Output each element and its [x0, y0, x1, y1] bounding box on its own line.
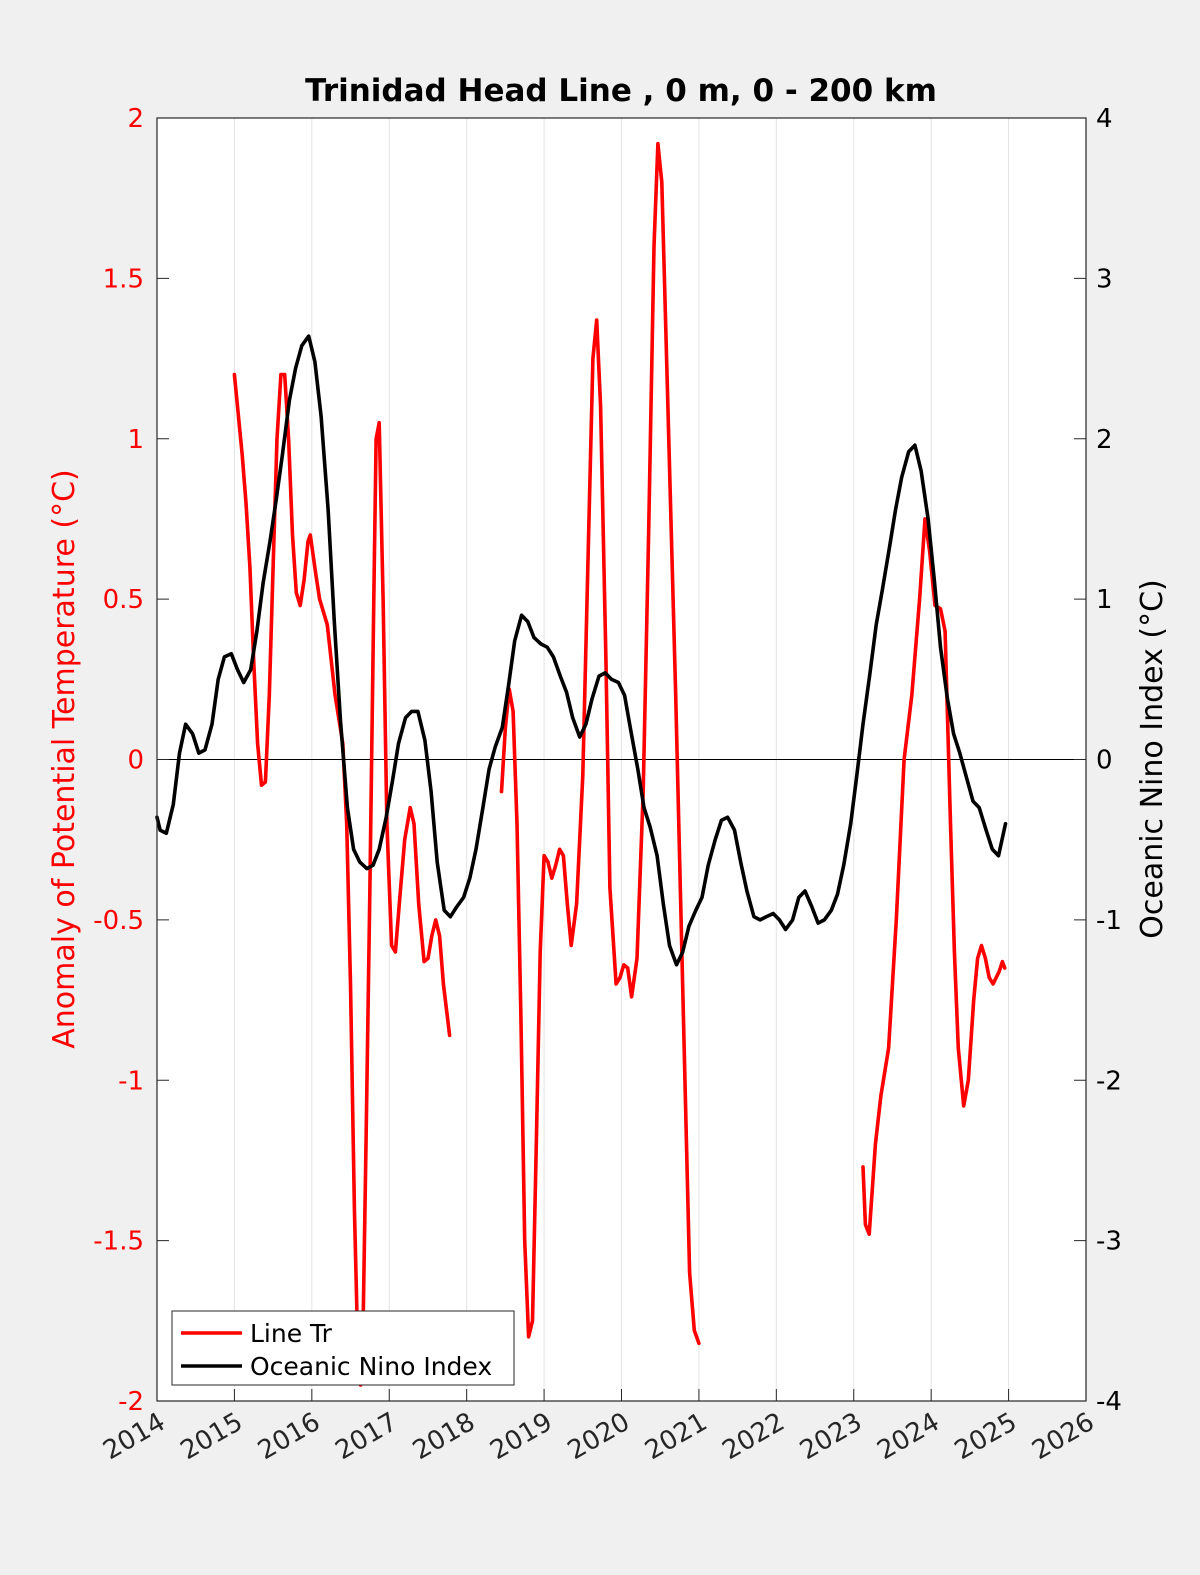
- left-tick-label: -0.5: [93, 906, 144, 936]
- left-tick-label: -1: [118, 1066, 144, 1096]
- series-layer: [155, 141, 1008, 1387]
- series-oceanic-nino-index: [155, 334, 1008, 967]
- right-tick-label: -1: [1096, 906, 1122, 936]
- left-tick-label: 1: [127, 425, 144, 455]
- left-tick-label: 0.5: [103, 585, 144, 615]
- right-tick-label: 3: [1096, 264, 1113, 294]
- left-axis-ticks: 2 1.5 1 0.5 0 -0.5 -1 -1.5 -2: [93, 104, 169, 1417]
- legend-label-line-tr: Line Tr: [250, 1319, 333, 1348]
- legend: Line Tr Oceanic Nino Index: [171, 1310, 515, 1386]
- legend-label-oni: Oceanic Nino Index: [250, 1352, 492, 1381]
- left-tick-label: 0: [127, 746, 144, 776]
- left-tick-label: -1.5: [93, 1227, 144, 1257]
- legend-box: [171, 1310, 515, 1386]
- right-tick-label: -3: [1096, 1227, 1122, 1257]
- chart-title: Trinidad Head Line , 0 m, 0 - 200 km: [305, 73, 937, 109]
- right-tick-label: 0: [1096, 746, 1113, 776]
- right-tick-label: 4: [1096, 104, 1113, 134]
- right-tick-label: 1: [1096, 585, 1113, 615]
- line-tr-segment: [861, 517, 1007, 1236]
- left-axis-label: Anomaly of Potential Temperature (°C): [47, 469, 82, 1048]
- left-tick-label: 1.5: [103, 264, 144, 294]
- left-tick-label: -2: [118, 1387, 144, 1417]
- left-tick-label: 2: [127, 104, 144, 134]
- right-tick-label: -2: [1096, 1066, 1122, 1096]
- right-tick-label: -4: [1096, 1387, 1122, 1417]
- right-axis-ticks: 4 3 2 1 0 -1 -2 -3 -4: [1074, 104, 1122, 1417]
- line-tr-segment: [499, 141, 701, 1346]
- line-tr-segment: [232, 372, 452, 1387]
- oni-segment: [155, 334, 1008, 967]
- right-axis-label: Oceanic Nino Index (°C): [1135, 579, 1170, 939]
- series-line-tr: [232, 141, 1007, 1387]
- right-tick-label: 2: [1096, 425, 1113, 455]
